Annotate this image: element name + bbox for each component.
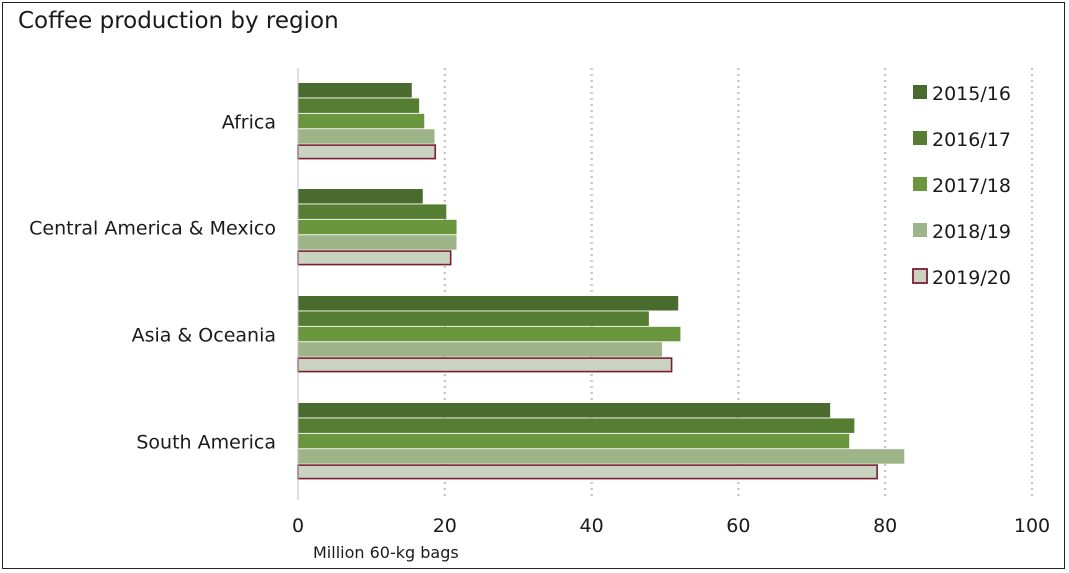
- chart-title: Coffee production by region: [18, 8, 339, 34]
- x-tick-label: 100: [1014, 515, 1050, 537]
- bar-asia-oceania-2016-17: [298, 311, 649, 326]
- legend-swatch-2019-20: [912, 268, 928, 284]
- legend-label: 2019/20: [932, 267, 1011, 289]
- x-tick-label: 40: [580, 515, 604, 537]
- legend-label: 2018/19: [932, 221, 1011, 243]
- bar-south-america-2018-19: [298, 449, 905, 464]
- legend: 2015/16 2016/17 2017/18 2018/19 2019/20: [912, 83, 1011, 289]
- legend-label: 2015/16: [932, 83, 1011, 105]
- bar-central-america-mexico-2015-16: [298, 189, 423, 204]
- bar-africa-2016-17: [298, 98, 420, 113]
- x-axis-label: Million 60-kg bags: [313, 543, 459, 562]
- x-tick-label: 60: [726, 515, 750, 537]
- x-tick-label: 20: [433, 515, 457, 537]
- legend-swatch-2017-18: [913, 177, 927, 191]
- bar-south-america-2016-17: [298, 418, 855, 433]
- legend-swatch-2016-17: [913, 131, 927, 145]
- legend-swatch-2018-19: [913, 223, 927, 237]
- category-label: Asia & Oceania: [132, 325, 276, 347]
- bar-central-america-mexico-2016-17: [298, 204, 447, 219]
- bar-central-america-mexico-2019-20: [297, 250, 452, 266]
- bar-asia-oceania-2017-18: [298, 326, 681, 342]
- bar-south-america-2019-20: [297, 464, 878, 480]
- bar-asia-oceania-2015-16: [298, 296, 679, 311]
- bar-central-america-mexico-2017-18: [298, 219, 457, 235]
- category-label: South America: [136, 432, 276, 454]
- bar-asia-oceania-2018-19: [298, 342, 663, 357]
- legend-label: 2016/17: [932, 129, 1011, 151]
- bars: [297, 83, 905, 480]
- bar-africa-2015-16: [298, 83, 412, 98]
- bar-south-america-2015-16: [298, 403, 831, 418]
- legend-label: 2017/18: [932, 175, 1011, 197]
- x-tick-label: 0: [292, 515, 304, 537]
- bar-central-america-mexico-2018-19: [298, 235, 457, 250]
- legend-swatch-2015-16: [913, 85, 927, 99]
- bar-africa-2017-18: [298, 113, 425, 129]
- bar-africa-2018-19: [298, 129, 435, 144]
- category-label: Central America & Mexico: [29, 218, 276, 240]
- x-tick-label: 80: [873, 515, 897, 537]
- category-label: Africa: [222, 112, 276, 134]
- category-labels: Africa Central America & Mexico Asia & Oce…: [29, 112, 276, 454]
- bar-africa-2019-20: [297, 144, 437, 160]
- x-tick-labels: 0 20 40 60 80 100: [292, 515, 1050, 537]
- bar-south-america-2017-18: [298, 433, 850, 449]
- bar-asia-oceania-2019-20: [297, 357, 673, 373]
